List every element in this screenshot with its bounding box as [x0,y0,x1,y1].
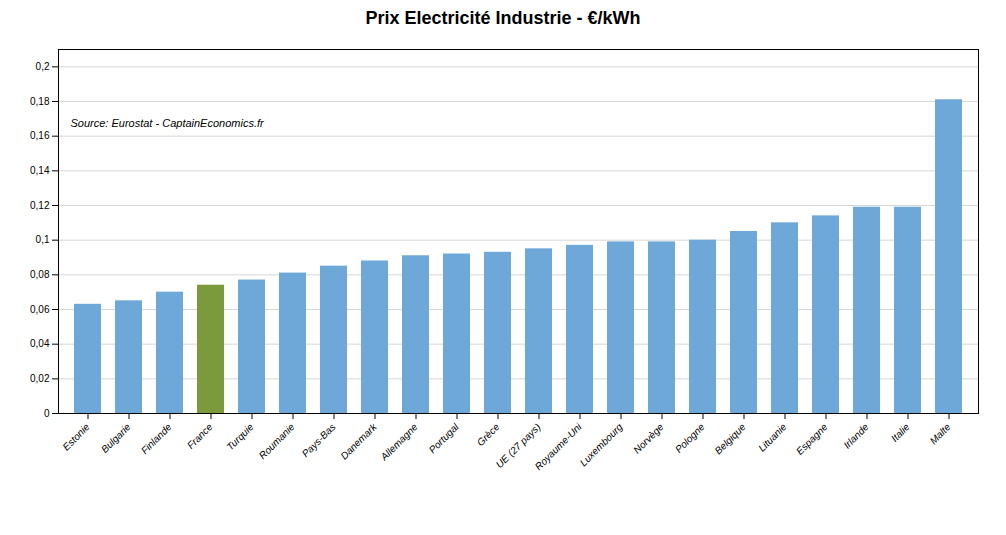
svg-text:Danemark: Danemark [338,421,379,462]
svg-text:0,2: 0,2 [36,61,50,72]
svg-text:Pays-Bas: Pays-Bas [300,421,338,459]
svg-text:Malte: Malte [928,421,953,446]
svg-text:0,06: 0,06 [30,304,50,315]
svg-text:Bulgarie: Bulgarie [99,421,133,455]
svg-text:Norvège: Norvège [631,421,666,456]
svg-text:Luxembourg: Luxembourg [578,421,625,468]
svg-text:Source: Eurostat - CaptainEcon: Source: Eurostat - CaptainEconomics.fr [71,117,266,129]
svg-text:Pologne: Pologne [673,421,707,455]
svg-text:0,18: 0,18 [30,96,50,107]
svg-text:Belgique: Belgique [712,421,748,457]
svg-text:0,12: 0,12 [30,200,50,211]
svg-text:0,02: 0,02 [30,373,50,384]
svg-text:France: France [185,421,215,451]
svg-text:Finlande: Finlande [139,421,174,456]
html-text:Prix Electricité Industrie - €: Prix Electricité Industrie - €/kWh [365,8,641,28]
svg-text:Portugal: Portugal [427,421,462,456]
svg-text:0,16: 0,16 [30,130,50,141]
svg-text:Royaume-Uni: Royaume-Uni [533,421,585,473]
svg-text:Allemagne: Allemagne [378,421,420,463]
svg-text:0: 0 [44,408,50,419]
svg-text:0,14: 0,14 [30,165,50,176]
svg-text:Estonie: Estonie [60,421,92,453]
svg-text:0,04: 0,04 [30,338,50,349]
svg-text:Irlande: Irlande [841,421,871,451]
svg-text:Grèce: Grèce [475,421,502,448]
svg-text:0,1: 0,1 [36,234,50,245]
svg-text:Turquie: Turquie [224,421,256,453]
svg-text:UE (27 pays): UE (27 pays) [493,421,543,471]
svg-text:Roumanie: Roumanie [257,421,297,461]
svg-text:Espagne: Espagne [794,421,830,457]
svg-text:0,08: 0,08 [30,269,50,280]
svg-text:Italie: Italie [889,421,912,444]
svg-text:Lituanie: Lituanie [756,421,789,454]
